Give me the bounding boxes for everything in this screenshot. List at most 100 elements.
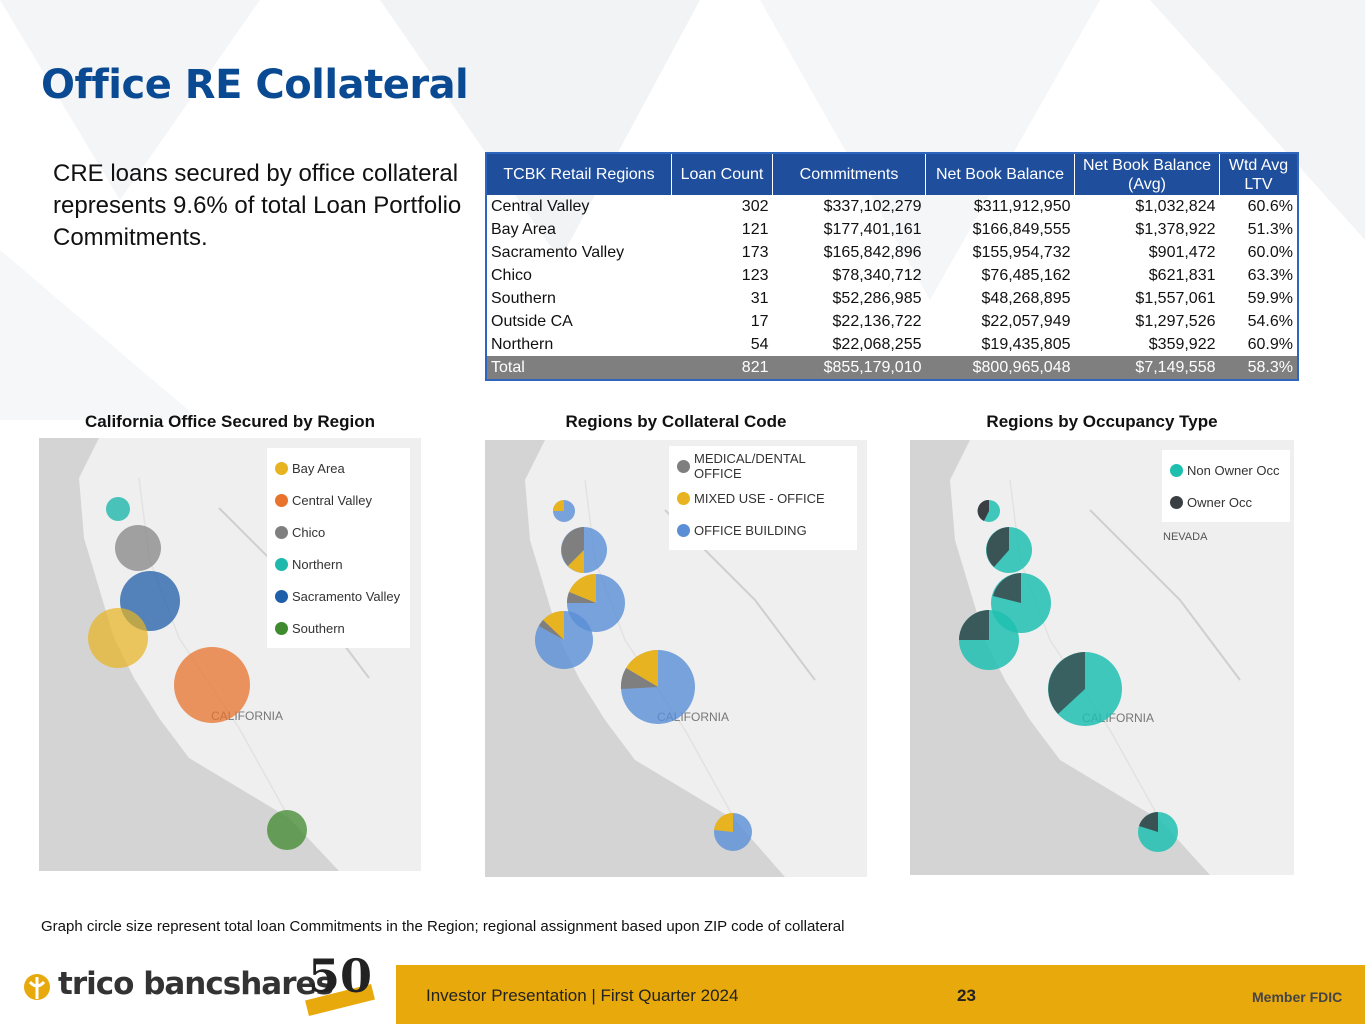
table-header-row: TCBK Retail Regions Loan Count Commitmen…: [486, 153, 1298, 195]
pie-bay-area[interactable]: [959, 610, 1019, 670]
footer-bar: [396, 965, 1365, 1024]
legend-dot: [677, 459, 690, 473]
pie-central-valley[interactable]: [620, 649, 695, 724]
map-occupancy-caption: Regions by Occupancy Type: [986, 412, 1218, 431]
table-cell: Chico: [491, 266, 532, 284]
table-cell: 60.9%: [1247, 335, 1293, 353]
table-cell: Outside CA: [491, 312, 573, 330]
pie-northern[interactable]: [553, 500, 575, 522]
map-collateral[interactable]: CALIFORNIA MEDICAL: [485, 440, 867, 877]
map-collateral-caption: Regions by Collateral Code: [565, 412, 787, 431]
table-cell: Northern: [491, 335, 554, 353]
legend-item: Chico: [275, 516, 402, 548]
bubble-northern[interactable]: [106, 497, 130, 521]
table-cell: $165,842,896: [823, 243, 922, 261]
table-cell: $22,136,722: [832, 312, 922, 330]
table-row: Chico 123 $78,340,712 $76,485,162 $621,8…: [486, 264, 1298, 287]
legend-dot: [1170, 463, 1183, 477]
legend-item: MIXED USE - OFFICE: [677, 482, 849, 514]
col-header-commitments: Commitments: [772, 153, 926, 195]
pie-central-valley[interactable]: [1048, 652, 1122, 726]
table-cell: $166,849,555: [972, 220, 1071, 238]
legend-item: Non Owner Occ: [1170, 454, 1282, 486]
pie-chico[interactable]: [986, 527, 1032, 573]
bubble-chico[interactable]: [115, 525, 161, 571]
background-pattern: [0, 0, 1365, 420]
table-cell: 58.3%: [1219, 356, 1298, 380]
legend-item: MEDICAL/DENTAL OFFICE: [677, 450, 849, 482]
bubble-southern[interactable]: [267, 810, 307, 850]
pie-chico[interactable]: [561, 527, 607, 573]
intro-text: CRE loans secured by office collateral r…: [53, 160, 462, 251]
legend-dot: [275, 461, 288, 475]
table-cell: $22,068,255: [832, 335, 922, 353]
table-cell: $901,472: [1148, 243, 1216, 261]
legend-item: Southern: [275, 612, 402, 644]
regions-table: TCBK Retail Regions Loan Count Commitmen…: [485, 152, 1299, 381]
map-region-legend: Bay Area Central Valley Chico Northern S…: [267, 448, 410, 648]
table-cell: $337,102,279: [823, 197, 922, 215]
table-row: Central Valley 302 $337,102,279 $311,912…: [486, 195, 1298, 218]
anniversary-badge: 50: [300, 949, 378, 1022]
legend-dot: [677, 491, 690, 505]
pie-northern[interactable]: [977, 499, 1000, 522]
map-region[interactable]: CALIFORNIA Bay Area Central Valley Chico…: [39, 438, 421, 871]
legend-dot: [1170, 495, 1183, 509]
map-collateral-legend: MEDICAL/DENTAL OFFICE MIXED USE - OFFICE…: [669, 446, 857, 550]
table-cell: $52,286,985: [832, 289, 922, 307]
table-cell: 821: [671, 356, 773, 380]
table-cell: 60.6%: [1247, 197, 1293, 215]
map-region-caption: California Office Secured by Region: [84, 412, 375, 431]
table-cell: $19,435,805: [981, 335, 1071, 353]
footnote: Graph circle size represent total loan C…: [41, 918, 845, 935]
map-occupancy-legend: Non Owner Occ Owner Occ: [1162, 450, 1290, 522]
table-cell: $855,179,010: [772, 356, 926, 380]
bubble-bay-area[interactable]: [88, 608, 148, 668]
table-row: Outside CA 17 $22,136,722 $22,057,949 $1…: [486, 310, 1298, 333]
table-cell: 302: [741, 197, 769, 215]
table-row: Southern 31 $52,286,985 $48,268,895 $1,5…: [486, 287, 1298, 310]
col-header-ltv: Wtd Avg LTV: [1219, 153, 1298, 195]
table-cell: Central Valley: [491, 197, 590, 215]
table-cell: 51.3%: [1247, 220, 1293, 238]
table-cell: 173: [741, 243, 769, 261]
table-total-row: Total 821 $855,179,010 $800,965,048 $7,1…: [486, 356, 1298, 380]
col-header-net-book: Net Book Balance: [925, 153, 1075, 195]
legend-dot: [275, 621, 288, 635]
table-row: Northern 54 $22,068,255 $19,435,805 $359…: [486, 333, 1298, 356]
legend-dot: [275, 525, 288, 539]
table-cell: 54.6%: [1247, 312, 1293, 330]
table-cell: Sacramento Valley: [491, 243, 625, 261]
table-cell: $359,922: [1148, 335, 1216, 353]
pie-southern[interactable]: [1138, 812, 1178, 852]
member-fdic: Member FDIC: [1252, 989, 1343, 1005]
trico-leaf-icon: [24, 974, 50, 1000]
bubble-central-valley[interactable]: [174, 647, 250, 723]
map-occupancy[interactable]: CALIFORNIA NEVADA Non Owner Occ Owner: [910, 440, 1294, 875]
table-cell: $76,485,162: [981, 266, 1071, 284]
table-cell: 31: [750, 289, 769, 307]
badge-50-icon: 50: [305, 949, 375, 1016]
table-cell: $800,965,048: [925, 356, 1075, 380]
trico-logo: trico bancshares: [24, 966, 334, 1002]
table-cell: 59.9%: [1247, 289, 1293, 307]
table-cell: 60.0%: [1247, 243, 1293, 261]
legend-item: Sacramento Valley: [275, 580, 402, 612]
table-cell: $1,557,061: [1135, 289, 1216, 307]
legend-dot: [275, 493, 288, 507]
table-cell: 17: [750, 312, 769, 330]
table-row: Bay Area 121 $177,401,161 $166,849,555 $…: [486, 218, 1298, 241]
page-number: 23: [957, 986, 976, 1005]
legend-dot: [275, 589, 288, 603]
svg-text:50: 50: [308, 950, 372, 1003]
legend-dot: [677, 523, 690, 537]
table-cell: $48,268,895: [981, 289, 1071, 307]
table-cell: $1,378,922: [1135, 220, 1216, 238]
col-header-loan-count: Loan Count: [671, 153, 773, 195]
col-header-region: TCBK Retail Regions: [486, 153, 672, 195]
pie-bay-area[interactable]: [535, 611, 593, 669]
table-cell: $177,401,161: [823, 220, 922, 238]
legend-item: Northern: [275, 548, 402, 580]
pie-southern[interactable]: [714, 812, 752, 851]
col-header-net-book-avg: Net Book Balance (Avg): [1074, 153, 1220, 195]
